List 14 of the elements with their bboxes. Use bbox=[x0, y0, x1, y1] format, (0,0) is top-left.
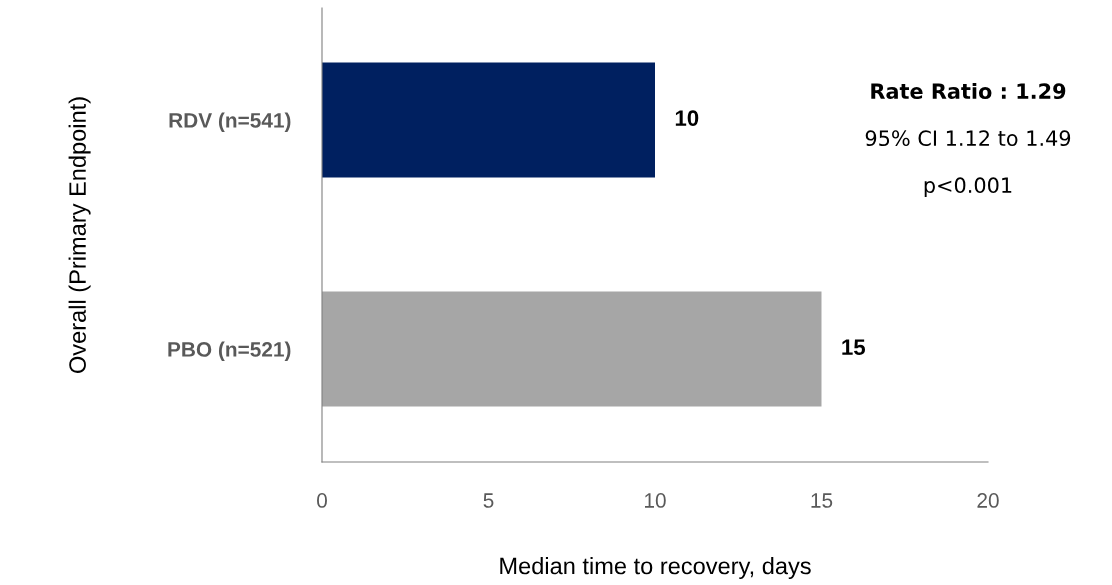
x-tick-label: 10 bbox=[645, 493, 666, 508]
x-tick-label: 5 bbox=[483, 493, 494, 508]
y-tick-label: PBO (n=521) bbox=[168, 341, 291, 361]
annotation: 95% CI 1.12 to 1.49 bbox=[865, 130, 1071, 147]
x-tick-label: 20 bbox=[977, 493, 999, 508]
y-tick-label: RDV (n=541) bbox=[169, 112, 291, 132]
data-label: 10 bbox=[675, 110, 699, 126]
annotation: p<0.001 bbox=[924, 177, 1012, 198]
y-axis-title: Overall (Primary Endpoint) bbox=[68, 97, 91, 373]
annotation: Rate Ratio : 1.29 bbox=[871, 82, 1066, 100]
x-tick-label: 15 bbox=[811, 493, 833, 508]
data-label: 15 bbox=[842, 339, 866, 356]
x-tick-label: 0 bbox=[317, 493, 327, 508]
x-axis-title: Median time to recovery, days bbox=[500, 556, 811, 579]
